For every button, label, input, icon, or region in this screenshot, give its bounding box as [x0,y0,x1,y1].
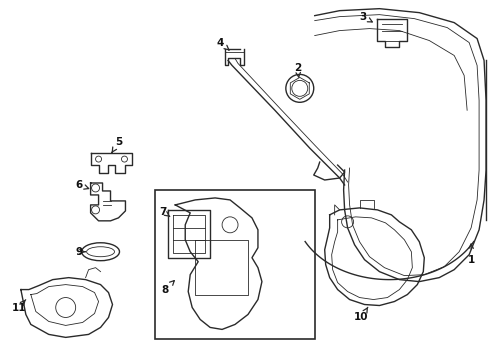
Text: 10: 10 [354,307,368,323]
Text: 4: 4 [216,37,228,50]
Text: 6: 6 [75,180,88,190]
Text: 5: 5 [112,137,122,152]
Text: 8: 8 [162,280,174,294]
Text: 7: 7 [159,207,169,217]
Text: 1: 1 [467,244,474,265]
Text: 3: 3 [358,12,371,22]
Text: 11: 11 [12,300,26,312]
Text: 2: 2 [294,63,301,77]
Text: 9: 9 [75,247,85,257]
